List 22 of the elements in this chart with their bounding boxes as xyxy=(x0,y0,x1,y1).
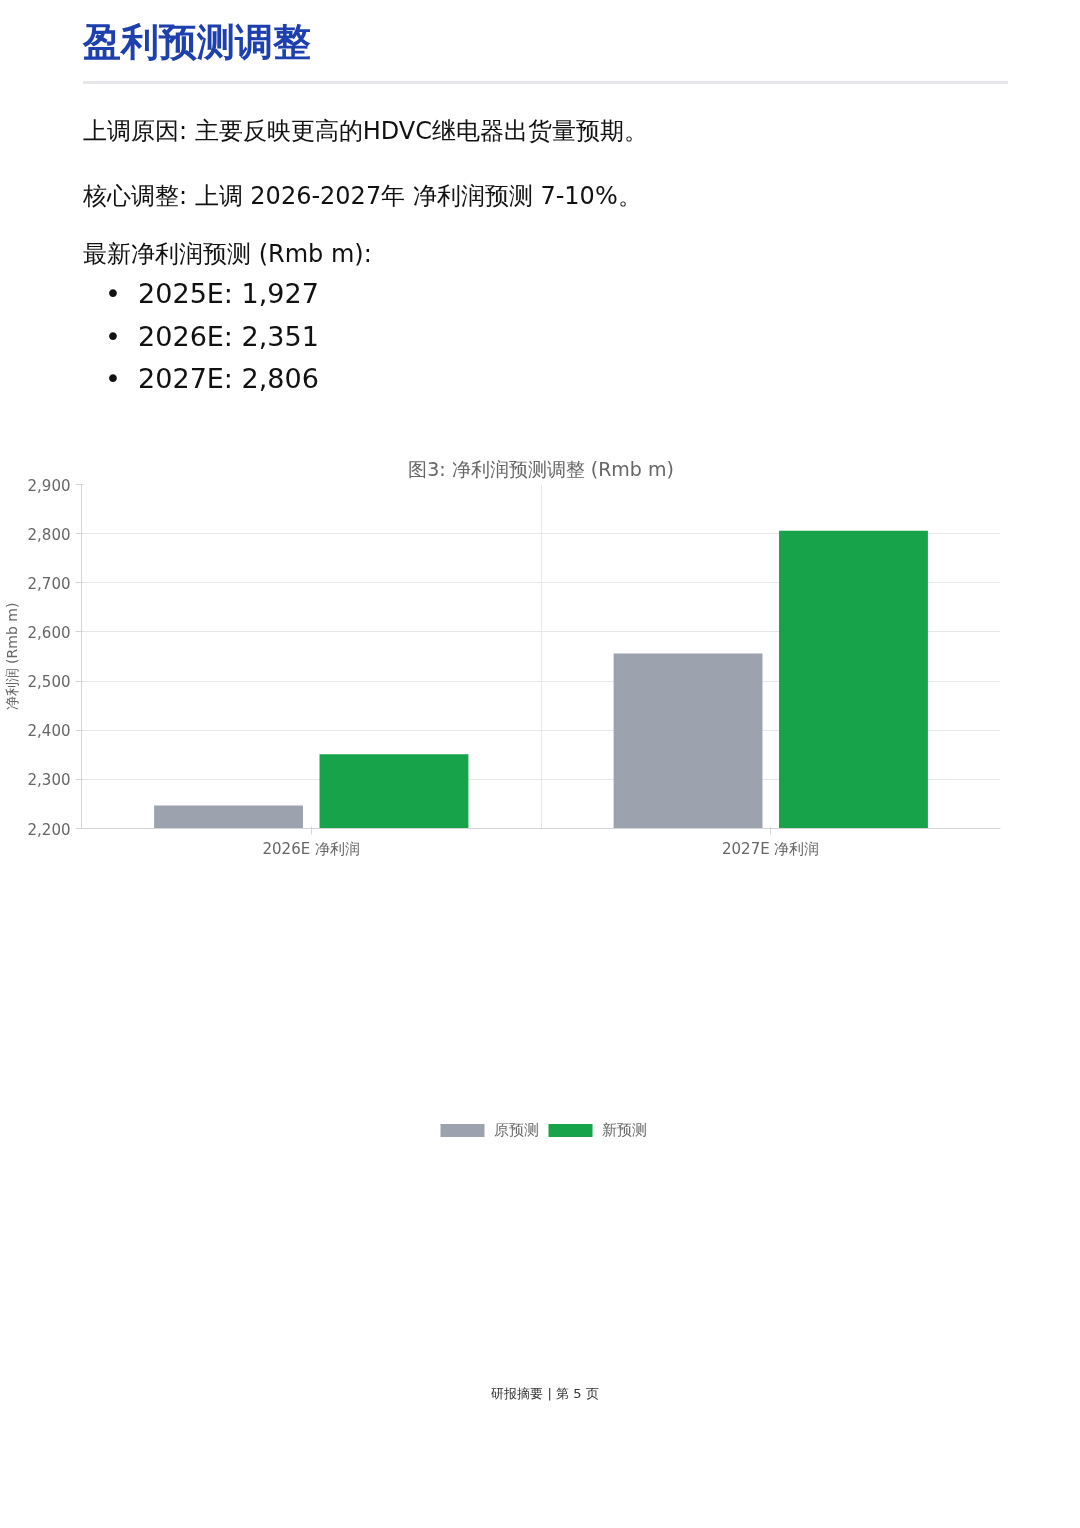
y-tick-label: 2,300 xyxy=(27,771,71,790)
text: 研报摘要 | 第 5 页 xyxy=(490,1385,600,1403)
text: 核心调整: 上调 2026-2027年 净利润预测 7-10%。 xyxy=(83,180,643,212)
y-tick-label: 2,900 xyxy=(27,476,71,495)
y-tick-label: 2,200 xyxy=(27,820,71,839)
y-tick-label: 2,800 xyxy=(27,525,71,544)
chart-title: 盈利预测调整 xyxy=(83,5,1008,85)
y-tick-label: 2,500 xyxy=(27,673,71,692)
text: • 2026E: 2,351 xyxy=(105,319,320,354)
x-tick-label: 2026E 净利润 xyxy=(262,839,360,858)
text: • 2025E: 1,927 xyxy=(105,277,320,312)
y-tick-label: 2,400 xyxy=(27,722,71,741)
y-tick-label: 2,700 xyxy=(27,574,71,593)
chart-subtitle: 图3: 净利润预测调整 (Rmb m) xyxy=(408,457,674,480)
y-tick-label: 2,600 xyxy=(27,623,71,642)
legend-label: 新预测 xyxy=(602,1120,647,1140)
y-axis-title: 净利润 (Rmb m) xyxy=(3,602,20,711)
text: • 2027E: 2,806 xyxy=(105,362,320,397)
x-tick-label: 2027E 净利润 xyxy=(722,839,820,858)
text: 上调原因: 主要反映更高的HDVC继电器出货量预期。 xyxy=(83,116,649,148)
legend-label: 原预测 xyxy=(494,1120,539,1140)
text: 最新净利润预测 (Rmb m): xyxy=(83,238,373,270)
